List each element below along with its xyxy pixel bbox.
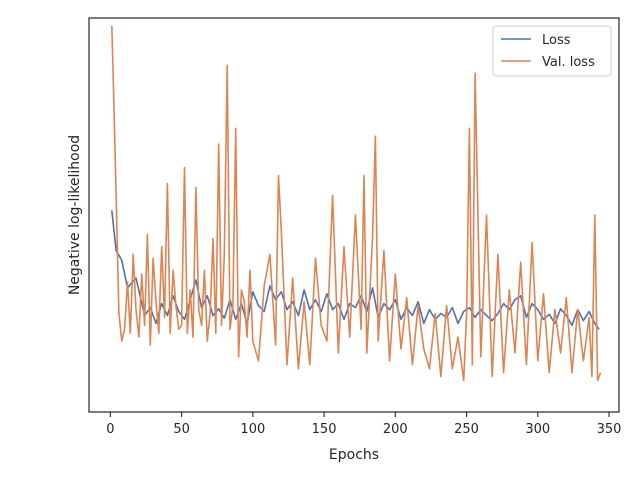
x-tick-label: 100 [240, 422, 265, 437]
x-tick-label: 300 [525, 422, 550, 437]
x-tick-label: 150 [312, 422, 337, 437]
x-tick-label: 0 [106, 422, 114, 437]
legend: Loss Val. loss [492, 25, 612, 77]
x-axis-ticks: 0 50 100 150 200 250 300 350 [106, 412, 621, 437]
x-tick-label: 200 [383, 422, 408, 437]
legend-label-loss: Loss [542, 33, 571, 48]
series-line-val-loss [111, 25, 602, 382]
series-line-loss [111, 210, 600, 330]
x-tick-label: 350 [597, 422, 622, 437]
plot-frame [88, 17, 620, 413]
plot-lines [111, 25, 602, 382]
y-axis-label: Negative log-likelihood [67, 135, 83, 295]
x-tick-label: 250 [454, 422, 479, 437]
legend-label-val-loss: Val. loss [542, 55, 595, 70]
x-tick-label: 50 [173, 422, 190, 437]
x-axis-label: Epochs [329, 447, 379, 463]
